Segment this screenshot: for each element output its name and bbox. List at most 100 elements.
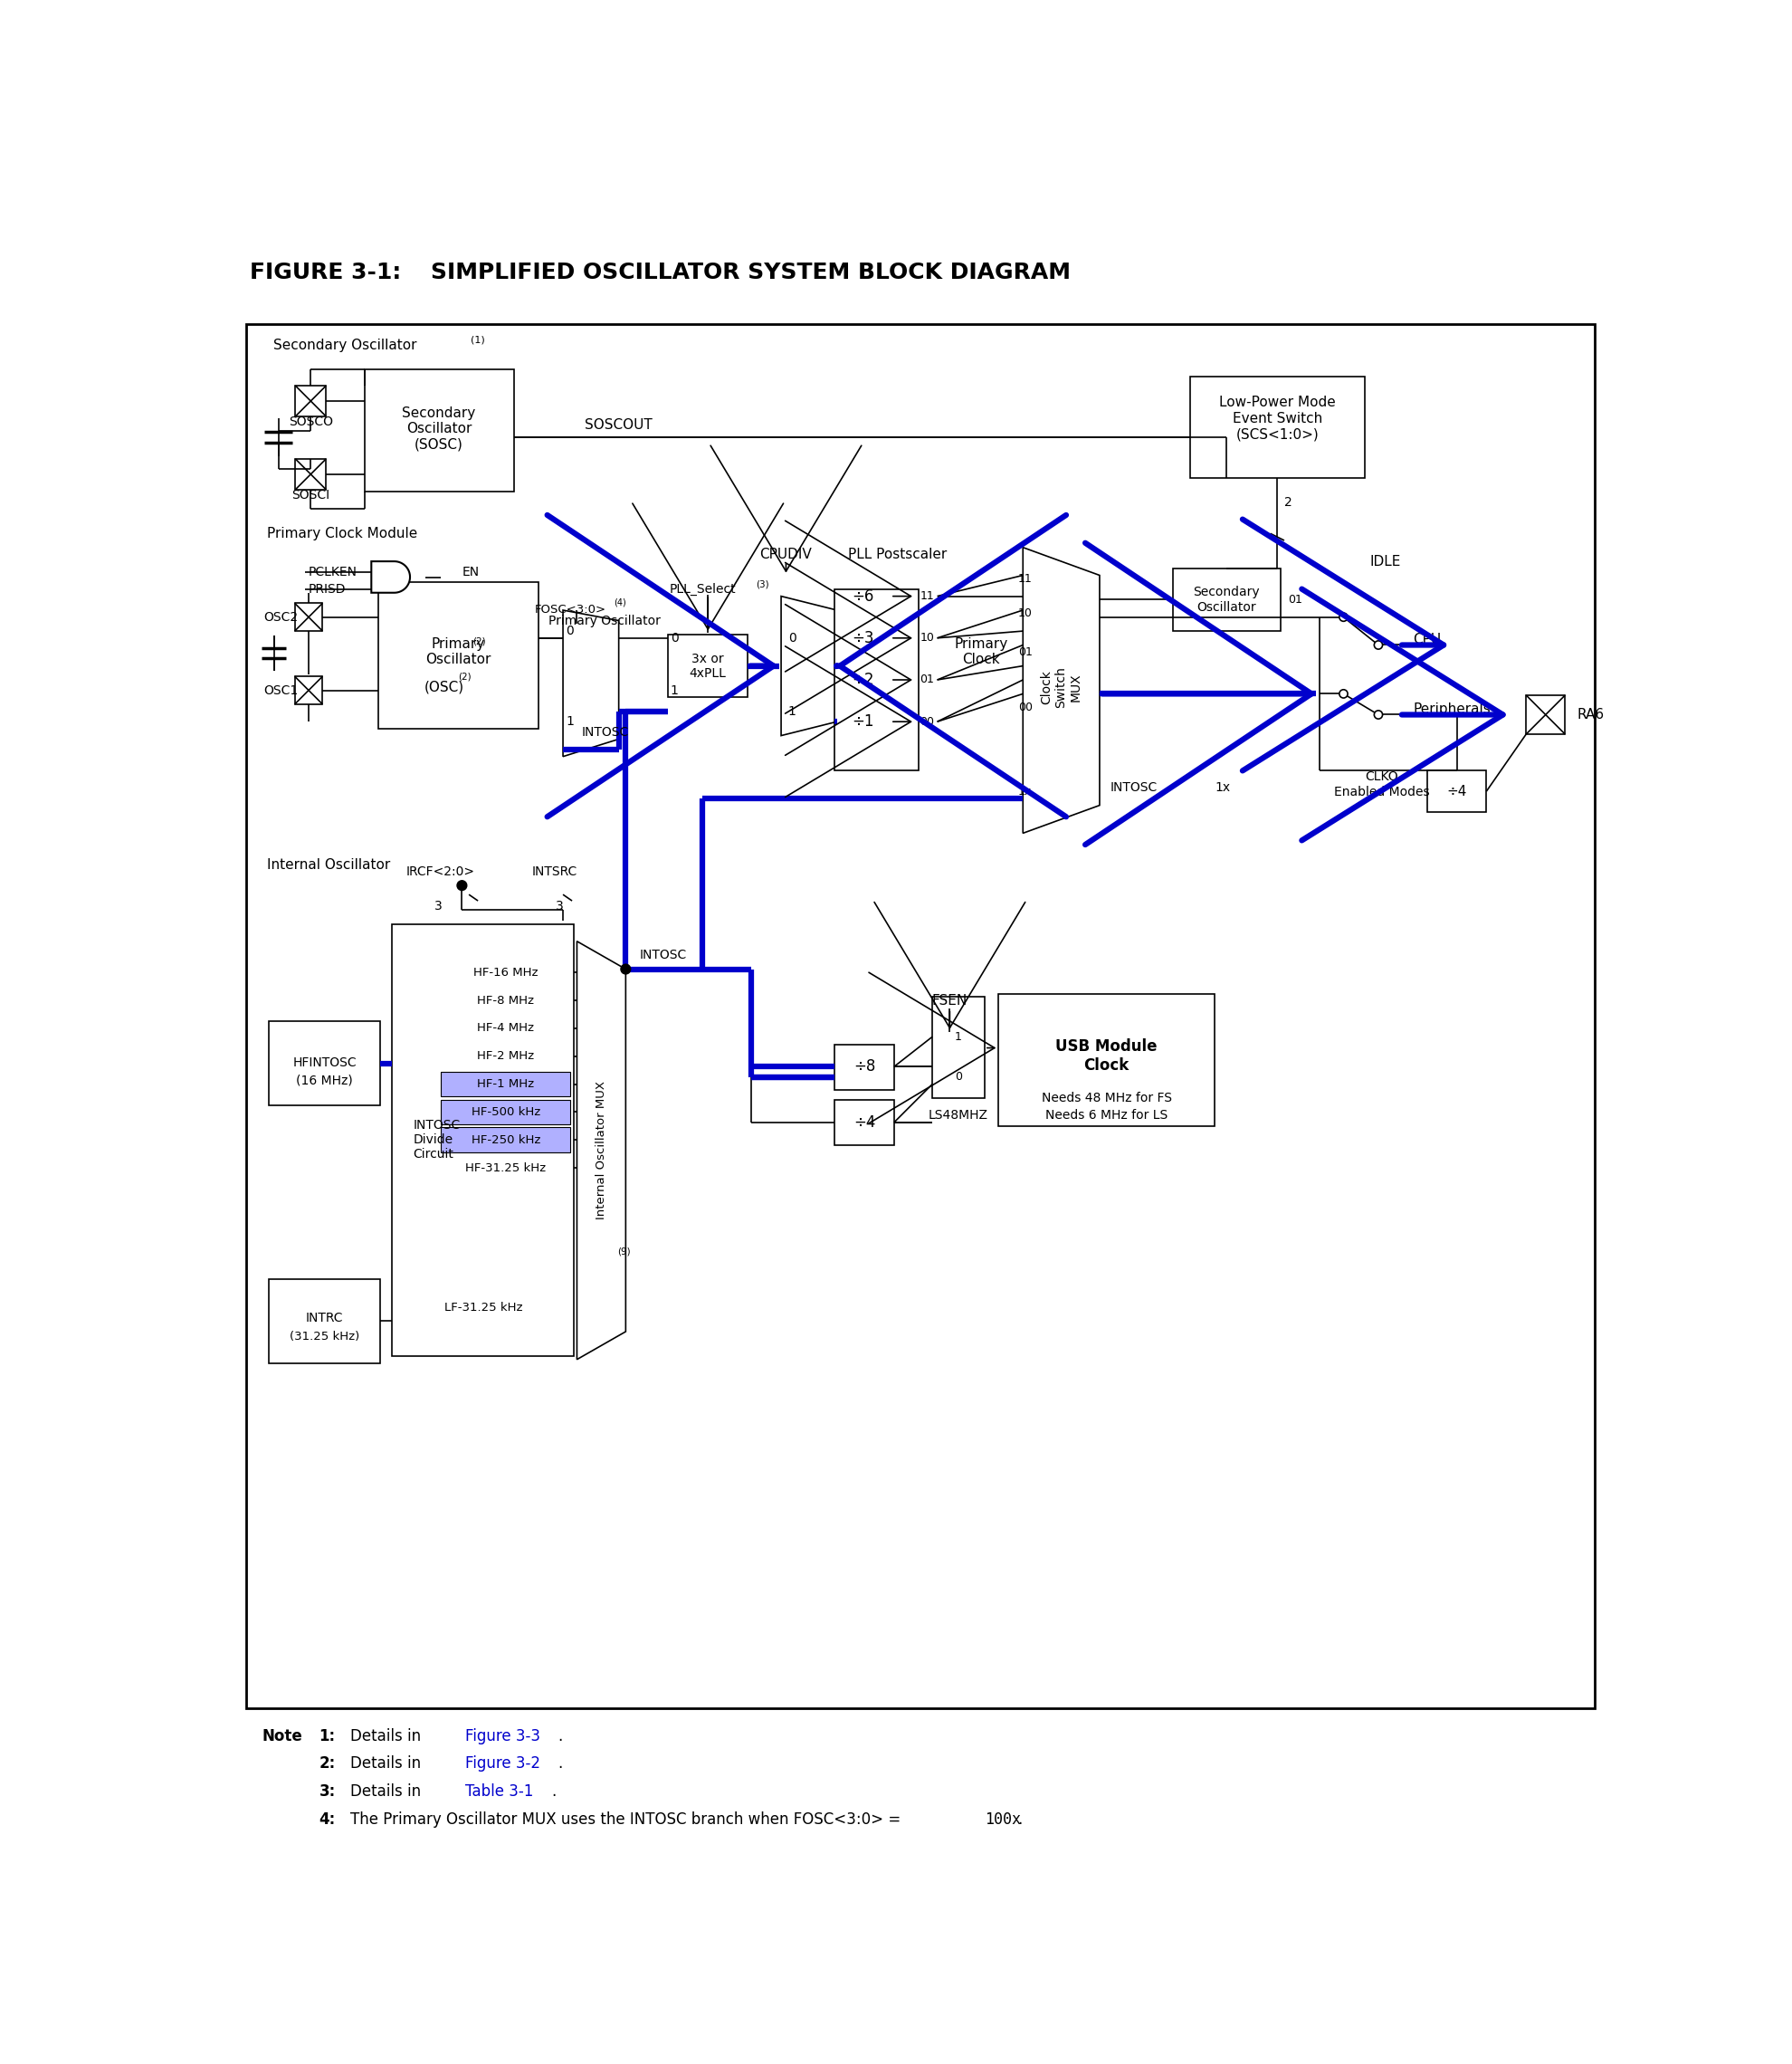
Text: Primary
Clock: Primary Clock xyxy=(955,638,1007,667)
Text: 10: 10 xyxy=(1018,607,1032,619)
Text: 3: 3 xyxy=(556,900,564,912)
Text: 1: 1 xyxy=(566,716,573,729)
Text: Needs 48 MHz for FS: Needs 48 MHz for FS xyxy=(1041,1092,1172,1104)
Text: HF-1 MHz: HF-1 MHz xyxy=(477,1077,534,1090)
Text: 00: 00 xyxy=(919,716,934,727)
Text: (9): (9) xyxy=(616,1247,631,1257)
Polygon shape xyxy=(1023,547,1100,834)
Polygon shape xyxy=(563,611,618,757)
Text: Needs 6 MHz for LS: Needs 6 MHz for LS xyxy=(1045,1108,1168,1123)
Bar xyxy=(835,1044,894,1090)
Text: (OSC): (OSC) xyxy=(425,679,464,694)
Bar xyxy=(667,634,747,698)
Text: 3: 3 xyxy=(434,900,443,912)
Text: CPU: CPU xyxy=(1414,634,1441,646)
Text: PLL Postscaler: PLL Postscaler xyxy=(848,547,946,561)
Text: 4:: 4: xyxy=(319,1812,335,1829)
Bar xyxy=(294,677,323,704)
Text: 0: 0 xyxy=(955,1071,962,1084)
Text: 1: 1 xyxy=(788,706,796,718)
Text: 2: 2 xyxy=(1285,495,1292,508)
Text: 1: 1 xyxy=(670,683,679,698)
Text: 3x or
4xPLL: 3x or 4xPLL xyxy=(690,652,726,679)
Bar xyxy=(269,1280,380,1362)
Circle shape xyxy=(457,881,466,890)
Text: OSC1: OSC1 xyxy=(263,683,297,698)
Polygon shape xyxy=(371,561,410,592)
Bar xyxy=(294,603,323,632)
Text: FIGURE 3-1:: FIGURE 3-1: xyxy=(249,262,401,283)
Text: 3:: 3: xyxy=(319,1783,335,1800)
Text: HF-250 kHz: HF-250 kHz xyxy=(471,1133,541,1146)
Bar xyxy=(269,1022,380,1104)
Text: FOSC<3:0>: FOSC<3:0> xyxy=(536,605,607,615)
Text: ÷4: ÷4 xyxy=(1446,784,1468,799)
Text: 2:: 2: xyxy=(319,1756,335,1771)
Text: INTOSC
Divide
Circuit: INTOSC Divide Circuit xyxy=(414,1119,461,1160)
Text: (4): (4) xyxy=(615,599,627,607)
Text: (3): (3) xyxy=(756,580,769,588)
Text: (2): (2) xyxy=(473,638,486,646)
Text: Secondary
Oscillator: Secondary Oscillator xyxy=(1193,586,1260,613)
Text: ÷1: ÷1 xyxy=(851,714,874,731)
Text: The Primary Oscillator MUX uses the INTOSC branch when FOSC<3:0> =: The Primary Oscillator MUX uses the INTO… xyxy=(351,1812,905,1829)
Bar xyxy=(1322,450,1518,840)
Text: HF-2 MHz: HF-2 MHz xyxy=(477,1051,534,1063)
Text: 1: 1 xyxy=(955,1030,962,1042)
Text: RA6: RA6 xyxy=(1577,708,1604,722)
Text: SOSCO: SOSCO xyxy=(289,415,333,427)
Bar xyxy=(835,588,918,770)
Text: 0: 0 xyxy=(788,632,796,644)
Text: 11: 11 xyxy=(919,590,934,603)
Text: Details in: Details in xyxy=(351,1783,426,1800)
Text: Figure 3-3: Figure 3-3 xyxy=(466,1728,541,1744)
Text: CPUDIV: CPUDIV xyxy=(760,547,812,561)
Text: 0: 0 xyxy=(670,632,679,644)
Text: Primary
Oscillator: Primary Oscillator xyxy=(426,638,491,667)
Text: SIMPLIFIED OSCILLATOR SYSTEM BLOCK DIAGRAM: SIMPLIFIED OSCILLATOR SYSTEM BLOCK DIAGR… xyxy=(430,262,1070,283)
Text: Internal Oscillator MUX: Internal Oscillator MUX xyxy=(595,1082,607,1220)
Bar xyxy=(441,1100,570,1125)
Text: HF-16 MHz: HF-16 MHz xyxy=(473,966,538,978)
Text: OSC2: OSC2 xyxy=(263,611,297,623)
Text: 10: 10 xyxy=(919,632,934,644)
Text: HF-8 MHz: HF-8 MHz xyxy=(477,995,534,1007)
Text: ÷2: ÷2 xyxy=(851,671,874,687)
Text: Figure 3-2: Figure 3-2 xyxy=(466,1756,541,1771)
Text: INTOSC: INTOSC xyxy=(581,727,629,739)
Text: Low-Power Mode
Event Switch
(SCS<1:0>): Low-Power Mode Event Switch (SCS<1:0>) xyxy=(1219,396,1335,442)
Circle shape xyxy=(1374,710,1382,718)
Text: FSEN: FSEN xyxy=(932,993,968,1007)
Text: (1): (1) xyxy=(470,334,484,345)
Text: 1:: 1: xyxy=(319,1728,335,1744)
Text: Details in: Details in xyxy=(351,1728,426,1744)
Text: IRCF<2:0>: IRCF<2:0> xyxy=(407,865,475,877)
Text: Secondary Oscillator: Secondary Oscillator xyxy=(274,338,418,353)
Text: HFINTOSC: HFINTOSC xyxy=(292,1057,357,1069)
Bar xyxy=(263,363,606,512)
Text: .: . xyxy=(557,1756,563,1771)
Bar xyxy=(835,1100,894,1146)
Text: INTOSC: INTOSC xyxy=(640,949,686,962)
Text: SOSCOUT: SOSCOUT xyxy=(584,419,652,431)
Circle shape xyxy=(1374,640,1382,650)
Text: 11: 11 xyxy=(1018,574,1032,584)
Bar xyxy=(441,1127,570,1152)
Text: CLKO
Enabled Modes: CLKO Enabled Modes xyxy=(1333,770,1430,799)
Text: ÷6: ÷6 xyxy=(851,588,874,605)
Text: Secondary
Oscillator
(SOSC): Secondary Oscillator (SOSC) xyxy=(401,407,475,452)
Text: Internal Oscillator: Internal Oscillator xyxy=(267,859,391,871)
Text: 01: 01 xyxy=(1018,646,1032,658)
Text: ÷3: ÷3 xyxy=(851,630,874,646)
Bar xyxy=(296,458,326,489)
Bar xyxy=(1127,380,1322,846)
Text: 01: 01 xyxy=(919,675,934,685)
Text: 00: 00 xyxy=(1018,702,1032,714)
Text: 1x: 1x xyxy=(1018,786,1032,797)
Text: .: . xyxy=(552,1783,556,1800)
Text: HF-4 MHz: HF-4 MHz xyxy=(477,1022,534,1034)
Text: PCLKEN: PCLKEN xyxy=(308,566,357,578)
Bar xyxy=(392,925,573,1356)
Text: .: . xyxy=(557,1728,563,1744)
Text: HF-500 kHz: HF-500 kHz xyxy=(471,1106,541,1119)
